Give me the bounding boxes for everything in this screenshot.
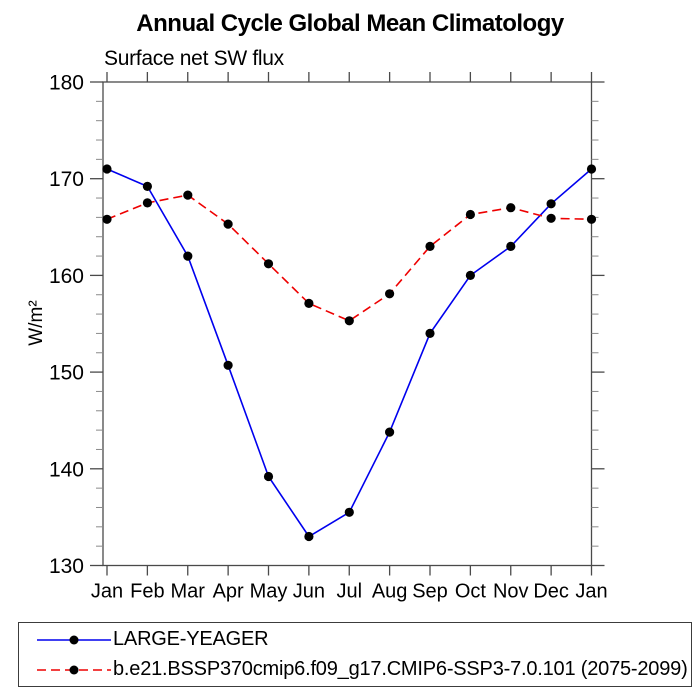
- legend-box: LARGE-YEAGER b.e21.BSSP370cmip6.f09_g17.…: [18, 622, 692, 687]
- data-point-marker: [263, 259, 274, 269]
- data-point-marker: [304, 531, 314, 542]
- y-axis-tick-labels: 130 140 150 160 170 180: [49, 72, 84, 579]
- series-cmip6-run: [102, 190, 597, 326]
- data-point-marker: [102, 164, 112, 174]
- chart-subtitle: Surface net SW flux: [104, 47, 284, 70]
- data-point-marker: [546, 199, 556, 209]
- line-chart-canvas: 130 140 150 160 170 180 Jan Feb Mar Apr May Jun Jul A…: [49, 72, 608, 603]
- data-point-marker: [263, 471, 274, 482]
- legend-marker-dot: [69, 635, 79, 644]
- y-axis-major-ticks: [90, 81, 605, 567]
- series-line: [106, 168, 593, 538]
- y-axis-minor-ticks: [96, 100, 599, 547]
- data-point-marker: [506, 203, 516, 213]
- legend-item-cmip6-run: b.e21.BSSP370cmip6.f09_g17.CMIP6-SSP3-7.…: [19, 655, 691, 685]
- series-large-yeager: [102, 164, 597, 542]
- y-tick-label: 160: [49, 265, 84, 288]
- x-tick-label: Jun: [293, 581, 325, 603]
- y-tick-label: 150: [49, 362, 84, 385]
- x-axis-tick-labels: Jan Feb Mar Apr May Jun Jul Aug Sep Oct Nov Dec Jan: [91, 581, 608, 603]
- data-point-marker: [506, 241, 516, 251]
- legend-marker-dot: [69, 665, 79, 674]
- data-point-marker: [142, 198, 152, 208]
- chart-title: Annual Cycle Global Mean Climatology: [136, 10, 564, 37]
- x-tick-label: May: [250, 581, 288, 603]
- data-point-marker: [304, 298, 314, 308]
- data-point-marker: [183, 190, 193, 200]
- legend-label-cmip6-run: b.e21.BSSP370cmip6.f09_g17.CMIP6-SSP3-7.…: [113, 658, 688, 680]
- y-tick-label: 170: [49, 168, 84, 191]
- x-tick-label: Nov: [493, 581, 529, 603]
- x-tick-label: Mar: [171, 581, 206, 603]
- data-point-marker: [385, 289, 395, 299]
- y-tick-label: 140: [49, 458, 84, 481]
- x-axis-ticks: [106, 72, 593, 576]
- x-tick-label: Jan: [91, 581, 123, 603]
- data-point-marker: [385, 427, 395, 437]
- data-point-marker: [344, 316, 354, 326]
- data-point-marker: [546, 213, 556, 223]
- data-point-marker: [425, 328, 435, 338]
- x-tick-label: Jul: [336, 581, 362, 603]
- x-tick-label: Aug: [372, 581, 408, 603]
- data-point-marker: [425, 241, 435, 251]
- data-point-marker: [586, 164, 597, 174]
- data-point-marker: [465, 270, 475, 280]
- y-tick-label: 130: [49, 555, 84, 578]
- legend-line-marker-sample-red: [37, 665, 111, 674]
- data-point-marker: [223, 360, 233, 370]
- data-point-marker: [142, 181, 152, 191]
- data-point-marker: [223, 219, 233, 229]
- x-tick-label: Feb: [130, 581, 164, 603]
- x-tick-label: Dec: [533, 581, 569, 603]
- legend-item-large-yeager: LARGE-YEAGER: [19, 625, 691, 655]
- x-tick-label: Apr: [213, 581, 244, 603]
- x-tick-label: Sep: [412, 581, 448, 603]
- data-point-marker: [102, 214, 112, 224]
- data-point-marker: [344, 507, 354, 517]
- plot-frame: [102, 81, 593, 567]
- x-tick-label: Oct: [455, 581, 487, 603]
- legend-line-marker-sample-blue: [37, 635, 111, 644]
- data-point-marker: [586, 214, 597, 224]
- y-tick-label: 180: [49, 72, 84, 95]
- x-tick-label: Jan: [575, 581, 607, 603]
- data-point-marker: [465, 209, 475, 220]
- data-point-marker: [183, 251, 193, 261]
- legend-label-large-yeager: LARGE-YEAGER: [113, 628, 269, 650]
- series-line: [106, 194, 592, 322]
